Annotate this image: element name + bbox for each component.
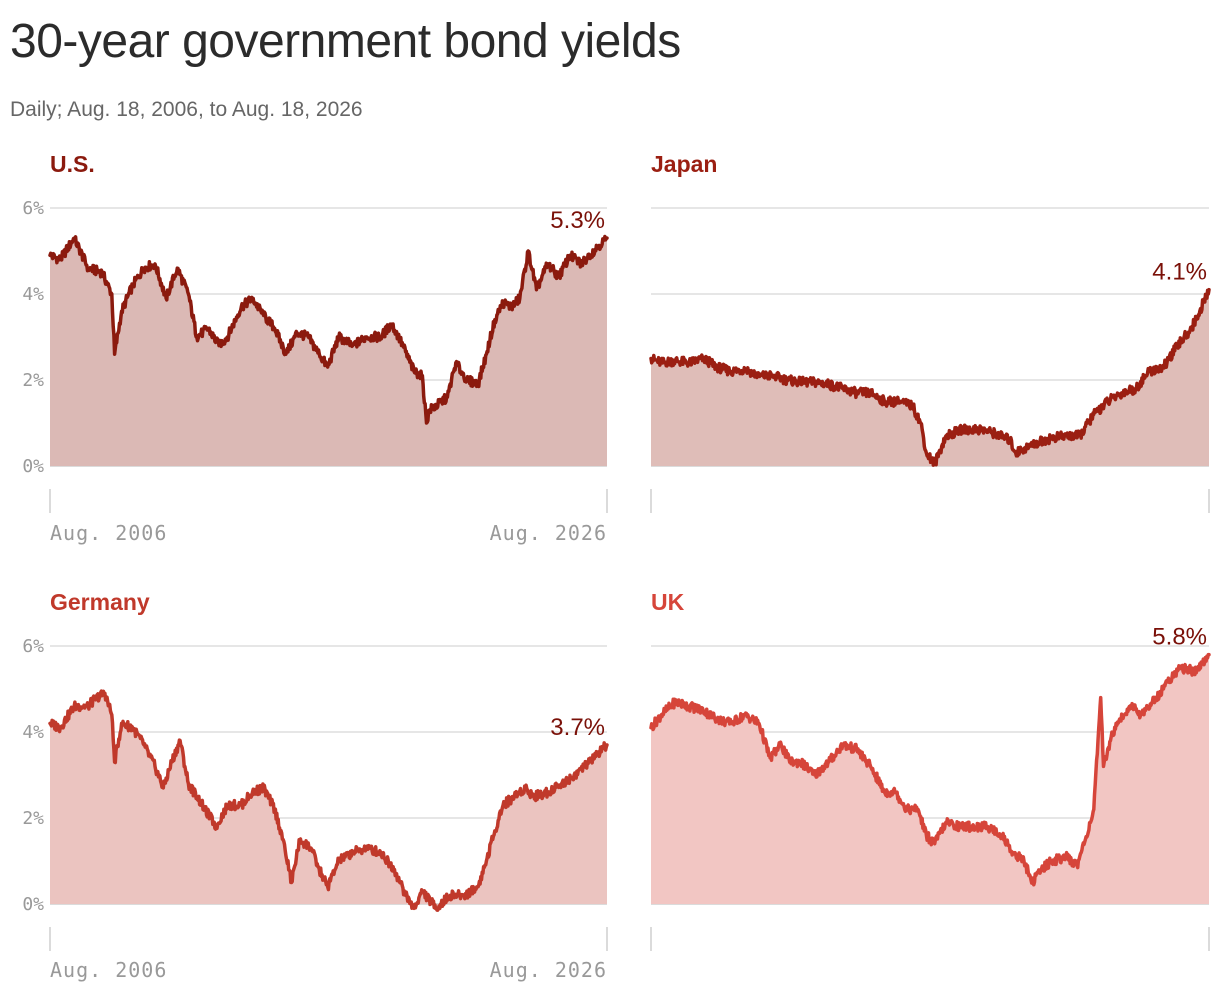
y-tick-label-germany-0: 0% [22, 894, 44, 915]
end-value-label-germany: 3.7% [550, 714, 605, 741]
page-title: 30-year government bond yields [10, 15, 681, 68]
series-line-uk [649, 652, 1211, 887]
y-tick-label-germany-4: 4% [22, 722, 44, 743]
panel-title-japan: Japan [651, 151, 717, 177]
series-line-us [48, 234, 609, 425]
end-value-label-uk: 5.8% [1152, 624, 1207, 651]
x-tick-label-start-germany: Aug. 2006 [50, 958, 167, 982]
area-fill-uk [651, 654, 1209, 904]
area-fill-us [50, 236, 607, 466]
panel-title-uk: UK [651, 589, 685, 615]
page-subtitle: Daily; Aug. 18, 2006, to Aug. 18, 2026 [10, 98, 363, 121]
panel-title-germany: Germany [50, 589, 150, 615]
end-value-label-japan: 4.1% [1152, 259, 1207, 286]
area-fill-germany [50, 691, 607, 911]
x-tick-label-end-germany: Aug. 2026 [490, 958, 607, 982]
series-line-japan [649, 287, 1211, 467]
panel-title-us: U.S. [50, 151, 95, 177]
y-tick-label-us-2: 2% [22, 370, 44, 391]
series-line-germany [48, 689, 609, 912]
y-tick-label-us-4: 4% [22, 284, 44, 305]
y-tick-label-germany-6: 6% [22, 636, 44, 657]
x-tick-label-start-us: Aug. 2006 [50, 521, 167, 545]
y-tick-label-us-0: 0% [22, 456, 44, 477]
y-tick-label-us-6: 6% [22, 198, 44, 219]
x-tick-label-end-us: Aug. 2026 [490, 521, 607, 545]
area-fill-japan [651, 289, 1209, 466]
y-tick-label-germany-2: 2% [22, 808, 44, 829]
end-value-label-us: 5.3% [550, 207, 605, 234]
